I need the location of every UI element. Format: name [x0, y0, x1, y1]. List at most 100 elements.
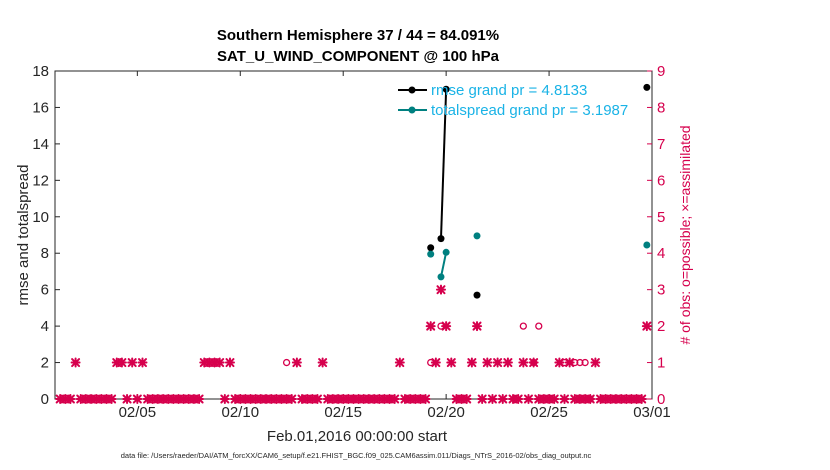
- assimilated-marker: [477, 394, 488, 404]
- assimilated-marker: [425, 321, 436, 332]
- data-point: [442, 248, 450, 256]
- left-tick-label: 12: [32, 172, 49, 189]
- chart-title-line-2: SAT_U_WIND_COMPONENT @ 100 hPa: [217, 48, 500, 65]
- x-tick-label: 02/25: [530, 404, 568, 421]
- legend: rmse grand pr = 4.8133 totalspread grand…: [398, 82, 628, 119]
- assimilated-marker: [317, 357, 328, 368]
- assimilated-marker: [497, 394, 508, 404]
- possible-marker: [571, 358, 579, 367]
- possible-marker: [427, 358, 435, 367]
- left-tick-label: 16: [32, 99, 49, 116]
- assimilated-marker: [446, 357, 457, 368]
- chart-title-line-1: Southern Hemisphere 37 / 44 = 84.091%: [217, 27, 499, 44]
- data-point: [427, 244, 435, 252]
- assimilated-marker: [472, 321, 483, 332]
- x-tick-label: 03/01: [633, 404, 671, 421]
- possible-marker: [529, 358, 538, 367]
- assimilated-marker: [194, 394, 205, 404]
- right-tick-label: 7: [657, 136, 665, 153]
- legend-label-rmse: rmse grand pr = 4.8133: [431, 82, 587, 99]
- assimilated-marker: [487, 394, 498, 404]
- assimilated-marker: [224, 357, 235, 368]
- y-axis-label-right: # of obs: o=possible; ×=assimilated: [677, 125, 693, 344]
- data-point: [442, 85, 450, 93]
- assimilated-marker: [291, 357, 302, 368]
- right-tick-label: 8: [657, 99, 665, 116]
- assimilated-marker: [513, 394, 524, 404]
- left-tick-label: 6: [41, 282, 49, 299]
- plot-area: [54, 70, 653, 400]
- possible-marker: [437, 322, 445, 330]
- right-tick-label: 6: [657, 172, 665, 189]
- assimilated-marker: [492, 357, 503, 368]
- x-tick-label: 02/10: [222, 404, 260, 421]
- left-tick-label: 4: [41, 318, 49, 335]
- series-line: [440, 252, 448, 278]
- assimilated-marker: [286, 394, 297, 404]
- assimilated-marker: [641, 321, 652, 332]
- x-tick-label: 02/20: [427, 404, 465, 421]
- possible-marker: [535, 322, 543, 330]
- assimilated-marker: [394, 357, 405, 368]
- data-point: [643, 83, 651, 91]
- possible-marker: [586, 395, 594, 403]
- series-line: [439, 89, 448, 239]
- possible-marker: [581, 358, 589, 367]
- series-3: [282, 322, 594, 403]
- data-point: [437, 235, 445, 243]
- x-tick-label: 02/05: [119, 404, 157, 421]
- data-point: [437, 273, 445, 281]
- assimilated-marker: [312, 394, 323, 404]
- series-2: [55, 284, 652, 404]
- legend-marker-totalspread: [408, 106, 416, 114]
- possible-marker: [576, 358, 584, 367]
- legend-marker-rmse: [408, 86, 416, 94]
- assimilated-marker: [590, 357, 601, 368]
- assimilated-marker: [132, 394, 143, 404]
- assimilated-marker: [183, 394, 194, 404]
- data-point: [427, 250, 435, 258]
- left-tick-label: 2: [41, 355, 49, 372]
- possible-marker: [519, 322, 527, 330]
- assimilated-marker: [549, 394, 560, 404]
- series-layer: [55, 83, 652, 404]
- assimilated-marker: [441, 321, 452, 332]
- assimilated-marker: [636, 394, 647, 404]
- assimilated-marker: [559, 394, 570, 404]
- data-file-footnote: data file: /Users/raeder/DAI/ATM_forcXX/…: [121, 451, 592, 460]
- left-tick-label: 10: [32, 209, 49, 226]
- assimilated-marker: [65, 394, 76, 404]
- assimilated-marker: [518, 357, 529, 368]
- assimilated-marker: [554, 357, 565, 368]
- x-tick-label: 02/15: [324, 404, 362, 421]
- series-0: [427, 83, 651, 299]
- left-tick-label: 18: [32, 63, 49, 80]
- left-tick-label: 8: [41, 245, 49, 262]
- assimilated-marker: [127, 357, 138, 368]
- assimilated-marker: [70, 357, 81, 368]
- left-axis-ticks: 0 2 4 6 8 10 12 14 16 18: [32, 63, 60, 408]
- assimilated-marker: [219, 394, 230, 404]
- left-tick-label: 14: [32, 136, 49, 153]
- assimilated-marker: [420, 394, 431, 404]
- assimilated-marker: [435, 284, 446, 295]
- x-axis-label: Feb.01,2016 00:00:00 start: [267, 428, 448, 445]
- possible-marker: [560, 358, 569, 367]
- assimilated-marker: [122, 394, 133, 404]
- right-tick-label: 2: [657, 318, 665, 335]
- x-axis-ticks: 02/05 02/10 02/15 02/20 02/25 03/01: [119, 71, 671, 421]
- assimilated-marker: [106, 394, 117, 404]
- assimilated-marker: [482, 357, 493, 368]
- data-point: [643, 241, 651, 249]
- right-tick-label: 9: [657, 63, 665, 80]
- possible-marker: [282, 358, 291, 367]
- assimilated-marker: [116, 357, 127, 368]
- legend-label-totalspread: totalspread grand pr = 3.1987: [431, 102, 628, 119]
- right-tick-label: 0: [657, 391, 665, 408]
- assimilated-marker: [137, 357, 148, 368]
- assimilated-marker: [214, 357, 225, 368]
- data-point: [473, 291, 481, 299]
- assimilated-marker: [430, 357, 441, 368]
- data-point: [473, 232, 481, 240]
